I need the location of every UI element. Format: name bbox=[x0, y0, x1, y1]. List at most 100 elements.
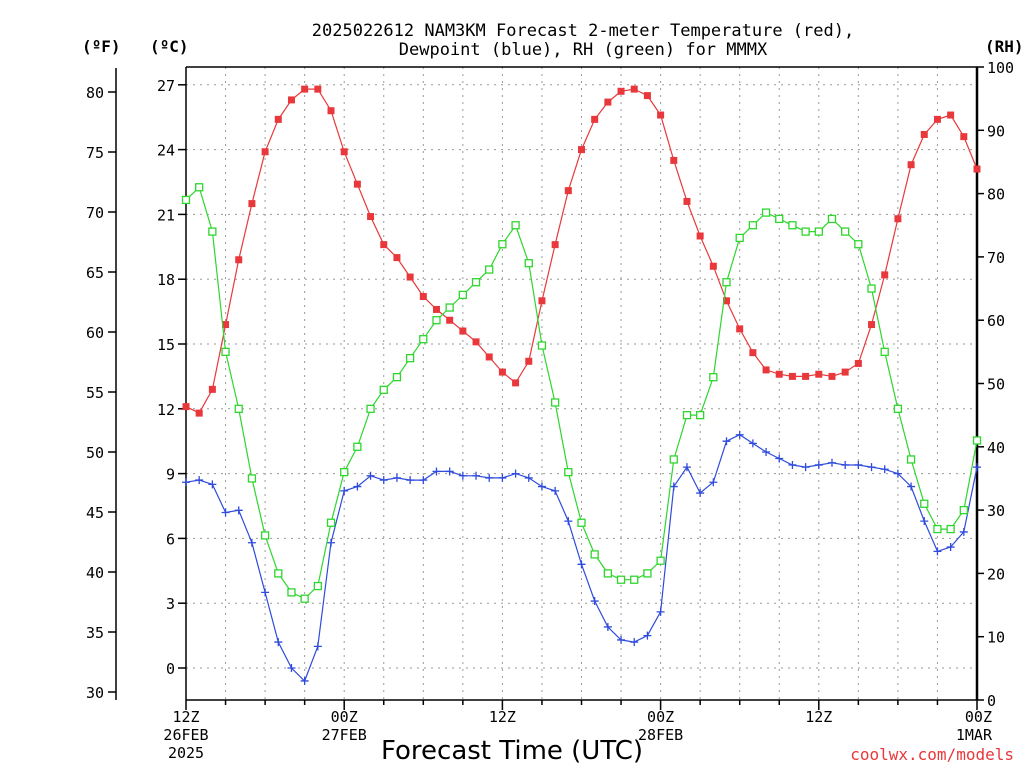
temperature-data-point bbox=[920, 130, 928, 138]
temperature-data-point bbox=[868, 321, 876, 329]
temperature-data-point bbox=[564, 187, 572, 195]
rh-tick-label: 40 bbox=[987, 439, 1005, 457]
rh-data-point bbox=[603, 569, 613, 578]
rh-tick-label: 20 bbox=[987, 565, 1005, 583]
x-tick-label: 27FEB bbox=[322, 726, 367, 744]
tick-labels: 0 3 6 9 12 15 18 21 24 27 30 35 40 45 50 55 60 65 70 75 80 0 1… bbox=[86, 59, 1014, 762]
dewpoint-data-point bbox=[973, 463, 981, 472]
rh-tick-label: 10 bbox=[987, 629, 1005, 647]
temperature-data-point bbox=[696, 232, 704, 240]
rh-data-point bbox=[564, 467, 573, 477]
x-tick-label: 2025 bbox=[168, 744, 204, 762]
celsius-tick-label: 27 bbox=[157, 77, 175, 95]
dewpoint-data-point bbox=[617, 635, 626, 644]
rh-data-point bbox=[313, 581, 322, 591]
rh-data-point bbox=[827, 214, 837, 224]
rh-data-point bbox=[709, 373, 718, 382]
rh-data-point bbox=[550, 398, 560, 407]
temperature-data-point bbox=[301, 85, 309, 93]
rh-data-point bbox=[458, 290, 468, 300]
rh-data-point bbox=[498, 240, 507, 249]
x-tick-label: 00Z bbox=[965, 708, 992, 726]
celsius-tick-label: 3 bbox=[166, 595, 175, 613]
rh-data-point bbox=[854, 240, 863, 249]
dewpoint-data-point bbox=[472, 471, 481, 480]
temperature-data-point bbox=[775, 370, 783, 378]
temperature-data-point bbox=[459, 327, 467, 335]
temperature-data-point bbox=[248, 200, 256, 208]
fahrenheit-tick-label: 30 bbox=[86, 684, 104, 702]
dewpoint-data-point bbox=[577, 560, 586, 569]
temperature-data-point bbox=[222, 321, 230, 329]
dewpoint-data-point bbox=[432, 467, 441, 476]
temperature-data-point bbox=[736, 325, 744, 333]
x-tick-label: 12Z bbox=[489, 708, 516, 726]
rh-data-point bbox=[524, 259, 533, 268]
temperature-data-point bbox=[327, 107, 335, 115]
celsius-tick-label: 24 bbox=[157, 142, 175, 160]
temperature-data-point bbox=[538, 297, 546, 305]
rh-tick-label: 80 bbox=[987, 186, 1005, 204]
dewpoint-data-point bbox=[195, 476, 204, 485]
rh-tick-label: 90 bbox=[987, 122, 1005, 140]
rh-data-point bbox=[696, 410, 705, 420]
rh-data-point bbox=[788, 221, 797, 230]
dewpoint-data-point bbox=[827, 458, 836, 467]
credit-text: coolwx.com/models bbox=[850, 745, 1014, 764]
axes bbox=[108, 66, 984, 710]
x-tick-label: 00Z bbox=[331, 708, 358, 726]
dewpoint-data-point bbox=[814, 460, 823, 469]
x-tick-label: 26FEB bbox=[163, 726, 208, 744]
chart-title-line-1: 2025022612 NAM3KM Forecast 2-meter Tempe… bbox=[312, 21, 854, 41]
dewpoint-data-point bbox=[287, 664, 296, 672]
rh-data-point bbox=[432, 316, 441, 325]
rh-data-point bbox=[682, 410, 692, 420]
dewpoint-data-point bbox=[801, 463, 810, 472]
rh-data-point bbox=[920, 499, 929, 508]
fahrenheit-tick-label: 80 bbox=[86, 84, 104, 102]
dewpoint-data-point bbox=[946, 543, 955, 552]
temperature-data-point bbox=[353, 180, 361, 188]
rh-data-point bbox=[748, 221, 758, 230]
temperature-data-point bbox=[828, 372, 836, 380]
rh-data-point bbox=[906, 455, 916, 464]
dewpoint-data-point bbox=[709, 478, 718, 487]
dewpoint-data-point bbox=[445, 467, 454, 476]
temperature-data-point bbox=[551, 241, 559, 249]
temperature-data-point bbox=[274, 115, 282, 123]
temperature-data-point bbox=[472, 338, 480, 346]
dewpoint-data-point bbox=[920, 517, 929, 526]
temperature-data-point bbox=[393, 254, 401, 262]
fahrenheit-unit-label: (ºF) bbox=[82, 37, 121, 56]
dewpoint-data-point bbox=[208, 480, 217, 489]
dewpoint-data-point bbox=[880, 465, 889, 474]
dewpoint-data-point bbox=[182, 478, 190, 487]
rh-data-point bbox=[181, 195, 191, 205]
temperature-data-point bbox=[367, 213, 375, 221]
rh-data-point bbox=[972, 436, 982, 445]
temperature-data-point bbox=[683, 197, 691, 205]
fahrenheit-tick-label: 45 bbox=[86, 504, 104, 522]
temperature-data-point bbox=[604, 98, 612, 106]
dewpoint-data-point bbox=[669, 482, 678, 491]
temperature-data-point bbox=[591, 115, 599, 123]
rh-data-point bbox=[959, 505, 968, 515]
rh-data-point bbox=[247, 474, 257, 483]
dewpoint-data-point bbox=[419, 476, 428, 485]
rh-data-point bbox=[893, 404, 903, 413]
temperature-data-point bbox=[195, 409, 203, 417]
dewpoint-data-point bbox=[340, 486, 349, 495]
rh-data-point bbox=[392, 373, 402, 382]
rh-data-point bbox=[761, 208, 771, 217]
temperature-data-point bbox=[446, 316, 454, 324]
dewpoint-data-point bbox=[893, 469, 902, 478]
temperature-data-point bbox=[314, 85, 322, 93]
rh-data-point bbox=[735, 233, 744, 243]
rh-tick-label: 70 bbox=[987, 249, 1005, 267]
rh-data-point bbox=[445, 303, 454, 312]
celsius-tick-label: 6 bbox=[166, 530, 175, 548]
rh-data-point bbox=[234, 404, 243, 413]
temperature-data-point bbox=[657, 111, 665, 119]
rh-data-point bbox=[326, 518, 336, 527]
rh-data-point bbox=[537, 341, 547, 350]
